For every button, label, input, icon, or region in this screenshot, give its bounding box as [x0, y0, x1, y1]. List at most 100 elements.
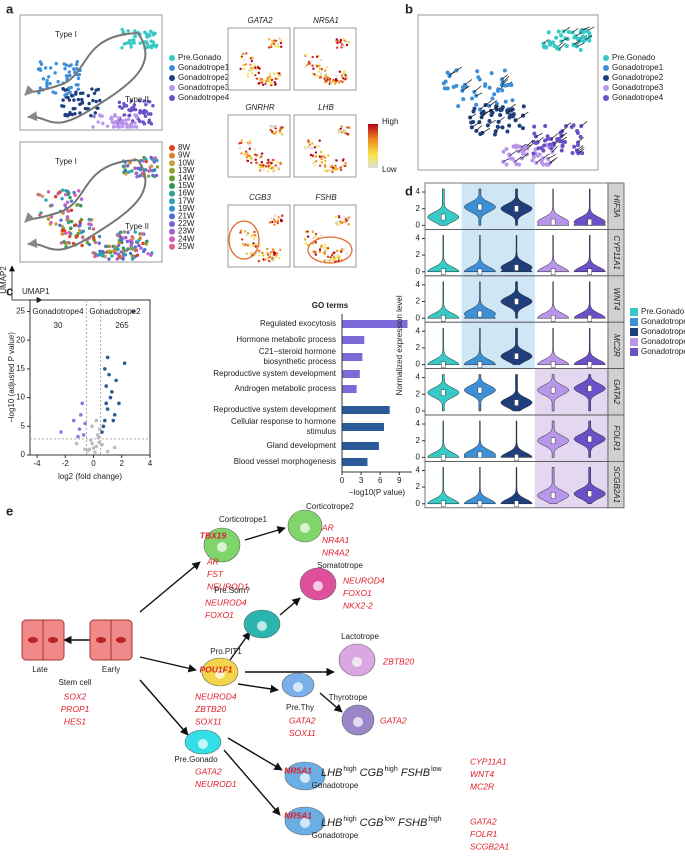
median-box	[477, 500, 483, 507]
cell-dot	[122, 230, 127, 234]
expression-dot	[249, 63, 252, 67]
cell-dot	[578, 134, 583, 139]
marker-gene: FOXO1	[343, 588, 372, 598]
velocity-arrow	[475, 92, 483, 97]
violin	[463, 420, 496, 458]
expression-dot	[323, 252, 327, 255]
expression-dot	[262, 168, 265, 171]
expression-dot	[281, 214, 284, 217]
expression-dot	[245, 234, 248, 237]
volcano-point	[90, 441, 94, 446]
gene: FSHB	[398, 817, 427, 829]
cell-dot	[139, 158, 143, 163]
cell-dot	[129, 99, 134, 103]
expression-dot	[250, 71, 254, 74]
category-label: Androgen metabolic process	[235, 384, 336, 393]
expression-dot	[348, 126, 351, 129]
expression-dot	[318, 144, 321, 148]
legend-label: 23W	[178, 227, 195, 236]
volcano-point	[105, 355, 110, 360]
plot-frame	[19, 14, 163, 131]
expression-dot	[261, 251, 264, 255]
expression-dot	[331, 170, 334, 173]
cell-dot	[443, 79, 448, 84]
nucleus	[217, 542, 227, 552]
volcano-point	[90, 424, 94, 429]
cell-dot	[78, 223, 82, 228]
gene-strip-label: WNT4	[612, 288, 621, 311]
node-label: Pre.Som?	[214, 586, 250, 595]
marker-gene: NEUROD1	[207, 581, 249, 591]
velocity-arrow	[561, 132, 568, 137]
cell-dot	[131, 119, 135, 123]
panel-label: d	[405, 183, 413, 198]
legend-swatch	[169, 152, 175, 159]
expression-dot	[338, 70, 342, 73]
expression-dot	[347, 40, 351, 44]
expression-dot	[342, 45, 346, 48]
x-axis-label: −log10(P value)	[349, 488, 405, 497]
cell-dot	[113, 244, 117, 249]
cell-dot	[56, 79, 60, 84]
expression-dot	[279, 45, 283, 48]
expression-dot	[333, 82, 337, 86]
x-tick-label: -4	[33, 459, 41, 468]
cell-dot	[40, 194, 45, 198]
cell-dot	[41, 77, 46, 81]
gene: FSHB	[401, 767, 430, 779]
cell-dot	[120, 124, 125, 129]
y-tick-label: 0	[416, 221, 421, 230]
velocity-arrow	[527, 142, 534, 150]
violin	[500, 327, 533, 365]
legend-label: 8W	[178, 143, 190, 152]
cell-dot	[495, 124, 500, 129]
scale-label: High	[382, 117, 398, 126]
y-tick-label: 20	[16, 335, 25, 344]
marker-gene: AR	[321, 522, 334, 532]
expression-dot	[311, 55, 314, 59]
expression-dot	[334, 79, 338, 82]
median-box	[441, 213, 446, 221]
cell-dot	[124, 172, 128, 176]
expression-dot	[340, 74, 344, 77]
nucleus	[28, 637, 38, 643]
expression-dot	[342, 77, 345, 80]
cell-dot	[547, 39, 552, 44]
expression-dot	[314, 155, 318, 158]
cell-dot	[72, 98, 76, 102]
cell-dot	[48, 81, 52, 86]
cell-dot	[60, 197, 64, 201]
cell-dot	[133, 29, 137, 33]
marker-gene: FOLR1	[470, 829, 498, 839]
median-box	[587, 315, 592, 322]
cell-dot	[50, 203, 54, 207]
velocity-arrow	[508, 103, 516, 110]
expression-dot	[273, 220, 277, 223]
legend-swatch	[169, 175, 175, 182]
expression-dot	[318, 67, 322, 70]
cell-dot	[451, 85, 456, 90]
velocity-arrow	[509, 150, 518, 156]
expression-dot	[238, 142, 241, 145]
y-tick-label: 2	[416, 343, 421, 352]
cell-dot	[461, 97, 466, 102]
median-box	[587, 218, 592, 226]
legend-label: 9W	[178, 151, 190, 160]
arrow	[244, 526, 286, 541]
chart-title: GO terms	[312, 301, 349, 310]
legend-label: Gonadotrope2	[178, 73, 230, 82]
node-label: Pre.Thy	[286, 703, 314, 712]
cell-dot	[587, 31, 592, 36]
expression-dot	[324, 159, 327, 163]
median-box	[441, 454, 446, 461]
velocity-arrow	[522, 111, 529, 116]
expression-dot	[339, 40, 342, 44]
expression-dot	[249, 57, 253, 60]
expression-dot	[318, 250, 322, 253]
cell-dot	[54, 61, 58, 66]
strip	[607, 460, 625, 509]
expression-dot	[343, 130, 347, 133]
cell-dot	[155, 158, 159, 163]
cell-dot	[65, 200, 70, 204]
cell-dot	[69, 208, 74, 212]
